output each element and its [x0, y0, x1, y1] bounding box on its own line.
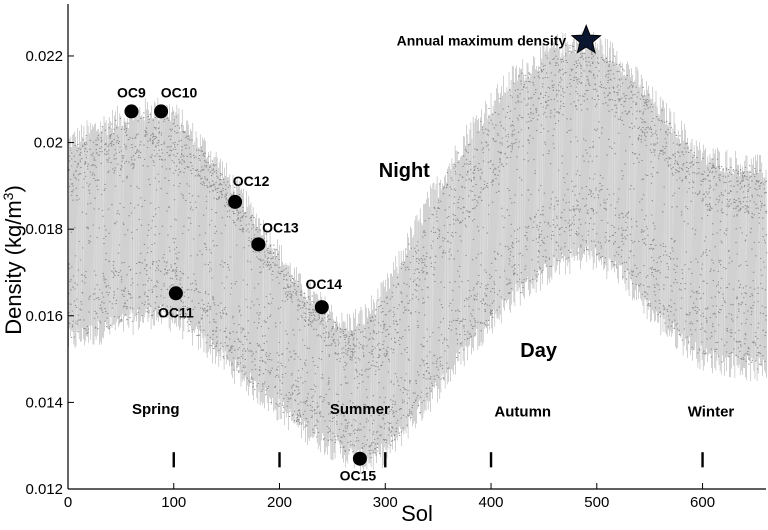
marker-OC10	[154, 104, 169, 119]
annual-max-star-icon	[570, 24, 602, 54]
x-axis-label: Sol	[401, 501, 433, 526]
summer-label: Summer	[330, 401, 390, 418]
season-separators	[172, 452, 704, 468]
y-tick-label-0.02: 0.02	[34, 135, 63, 152]
marker-OC11	[168, 286, 183, 301]
y-axis-label: Density (kg/m3)	[0, 185, 26, 335]
x-tick-label-300: 300	[373, 494, 398, 511]
y-tick-label-0.012: 0.012	[25, 481, 63, 498]
x-tick-label-400: 400	[479, 494, 504, 511]
marker-label-OC13: OC13	[262, 219, 299, 235]
y-tick-label-0.022: 0.022	[25, 48, 63, 65]
marker-label-OC10: OC10	[161, 84, 198, 100]
annotations: Night Day Spring Summer Autumn Winter	[132, 160, 734, 420]
marker-label-OC11: OC11	[158, 304, 194, 320]
marker-label-OC15: OC15	[340, 468, 377, 484]
y-tick-label-0.018: 0.018	[25, 221, 63, 238]
x-tick-label-600: 600	[690, 494, 715, 511]
marker-OC13	[251, 237, 266, 252]
scatter-points	[68, 39, 768, 459]
y-axis-label-close: )	[1, 185, 26, 192]
x-tick-label-200: 200	[267, 494, 292, 511]
y-tick-label-0.016: 0.016	[25, 308, 63, 325]
marker-label-OC12: OC12	[233, 173, 270, 189]
x-tick-label-100: 100	[161, 494, 186, 511]
winter-label: Winter	[688, 403, 735, 420]
annual-max-label: Annual maximum density	[397, 32, 567, 48]
y-tick-label-0.014: 0.014	[25, 394, 63, 411]
night-label: Night	[379, 160, 430, 182]
axes: 0 100 200 300 400 500 600 0.012 0.014 0.016 0.018 0…	[25, 4, 766, 511]
x-tick-label-500: 500	[584, 494, 609, 511]
marker-OC14	[314, 300, 329, 315]
y-axis-label-sup: 3	[0, 192, 16, 200]
marker-OC15	[352, 451, 367, 466]
autumn-label: Autumn	[494, 403, 551, 420]
marker-OC9	[124, 104, 139, 119]
day-label: Day	[520, 340, 558, 362]
y-axis-label-main: Density (kg/m	[1, 200, 26, 334]
marker-label-OC9: OC9	[117, 84, 146, 100]
x-tick-label-0: 0	[64, 494, 72, 511]
scatter-cloud	[67, 28, 768, 474]
marker-OC12	[228, 194, 243, 209]
spring-label: Spring	[132, 401, 180, 418]
observation-markers: OC9 OC10 OC11 OC12 OC13 OC14 OC15 Annual maximu…	[117, 24, 602, 484]
marker-label-OC14: OC14	[306, 276, 343, 292]
